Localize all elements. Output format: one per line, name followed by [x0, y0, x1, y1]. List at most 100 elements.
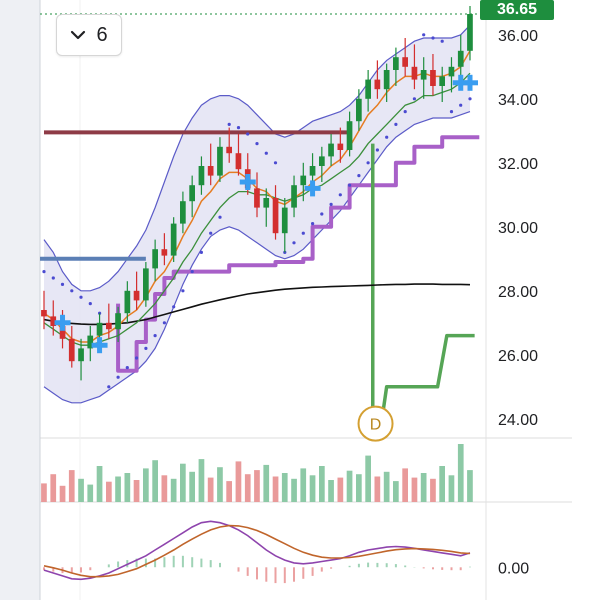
- psar-dot: [79, 296, 82, 299]
- macd-histogram-bar: [89, 567, 91, 570]
- psar-dot: [422, 33, 425, 36]
- volume-bar: [356, 474, 362, 502]
- dividend-marker-label: D: [370, 417, 382, 434]
- volume-bar: [273, 477, 279, 503]
- psar-dot: [413, 97, 416, 100]
- volume-bar: [171, 479, 177, 502]
- volume-bar: [226, 481, 232, 502]
- volume-bar: [430, 479, 436, 502]
- volume-bar: [60, 486, 66, 502]
- psar-dot: [209, 232, 212, 235]
- macd-histogram-bar: [432, 567, 434, 569]
- macd-histogram-bar: [117, 562, 119, 568]
- volume-bar: [319, 466, 325, 502]
- psar-dot: [117, 376, 120, 379]
- candle-body: [338, 144, 344, 150]
- psar-dot: [89, 302, 92, 305]
- psar-dot: [274, 161, 277, 164]
- macd-histogram-bar: [376, 563, 378, 567]
- volume-bar: [310, 475, 316, 502]
- volume-bar: [338, 478, 344, 502]
- candle-body: [458, 51, 464, 67]
- volume-bar: [393, 481, 399, 502]
- candle-body: [449, 67, 455, 77]
- macd-histogram-bar: [238, 567, 240, 571]
- candle-body: [254, 188, 260, 207]
- psar-dot: [441, 40, 444, 43]
- psar-dot: [255, 142, 258, 145]
- macd-histogram-bar: [191, 557, 193, 567]
- macd-histogram-bar: [395, 564, 397, 567]
- psar-dot: [348, 184, 351, 187]
- psar-dot: [320, 212, 323, 215]
- macd-histogram-bar: [293, 567, 295, 581]
- psar-dot: [292, 241, 295, 244]
- macd-axis-tick-label: 0.00: [498, 560, 529, 577]
- candle-body: [273, 198, 279, 233]
- psar-dot: [154, 334, 157, 337]
- volume-bar: [78, 479, 84, 502]
- chevron-down-icon: [70, 29, 86, 41]
- psar-dot: [339, 193, 342, 196]
- candle-body: [300, 176, 306, 186]
- macd-histogram-bar: [265, 567, 267, 581]
- psar-dot: [311, 222, 314, 225]
- volume-bar: [143, 468, 149, 502]
- psar-dot: [330, 203, 333, 206]
- psar-dot: [107, 385, 110, 388]
- macd-histogram-bar: [80, 567, 82, 572]
- candle-body: [402, 57, 408, 67]
- macd-histogram-bar: [284, 567, 286, 583]
- candle-body: [291, 185, 297, 207]
- psar-dot: [135, 356, 138, 359]
- volume-bar: [199, 459, 205, 502]
- psar-dot: [172, 305, 175, 308]
- psar-dot: [42, 270, 45, 273]
- volume-bar: [254, 470, 260, 502]
- psar-dot: [404, 110, 407, 113]
- psar-dot: [468, 97, 471, 100]
- collapse-button[interactable]: 6: [56, 14, 122, 56]
- macd-histogram-bar: [275, 567, 277, 583]
- macd-histogram-bar: [321, 567, 323, 571]
- macd-histogram-bar: [200, 559, 202, 568]
- y-axis-tick-label: 36.00: [498, 28, 538, 45]
- candle-body: [439, 76, 445, 86]
- candle-body: [319, 156, 325, 166]
- psar-dot: [431, 36, 434, 39]
- volume-bar: [291, 479, 297, 502]
- macd-histogram-bar: [312, 567, 314, 576]
- volume-bar: [97, 466, 103, 502]
- psar-dot: [144, 347, 147, 350]
- psar-dot: [450, 110, 453, 113]
- candle-body: [236, 153, 242, 169]
- macd-histogram-bar: [330, 567, 332, 568]
- psar-dot: [237, 126, 240, 129]
- macd-histogram-bar: [460, 567, 462, 570]
- candle-body: [41, 310, 47, 316]
- psar-dot: [52, 276, 55, 279]
- volume-bar: [328, 480, 334, 502]
- macd-histogram-bar: [145, 559, 147, 568]
- volume-bar: [41, 483, 47, 502]
- candle-body: [421, 70, 427, 80]
- psar-dot: [367, 161, 370, 164]
- candle-body: [143, 268, 149, 300]
- candle-body: [69, 339, 75, 361]
- candle-body: [134, 291, 140, 301]
- volume-bar: [180, 464, 186, 502]
- volume-bar: [134, 480, 140, 502]
- candle-body: [365, 80, 371, 99]
- psar-dot: [394, 123, 397, 126]
- volume-bar: [50, 474, 56, 502]
- left-margin-strip: [0, 0, 40, 600]
- psar-dot: [70, 289, 73, 292]
- volume-bar: [458, 444, 464, 502]
- volume-bar: [449, 475, 455, 502]
- psar-dot: [302, 232, 305, 235]
- candle-body: [189, 185, 195, 201]
- y-axis-tick-label: 28.00: [498, 284, 538, 301]
- volume-bar: [115, 477, 121, 503]
- psar-dot: [265, 152, 268, 155]
